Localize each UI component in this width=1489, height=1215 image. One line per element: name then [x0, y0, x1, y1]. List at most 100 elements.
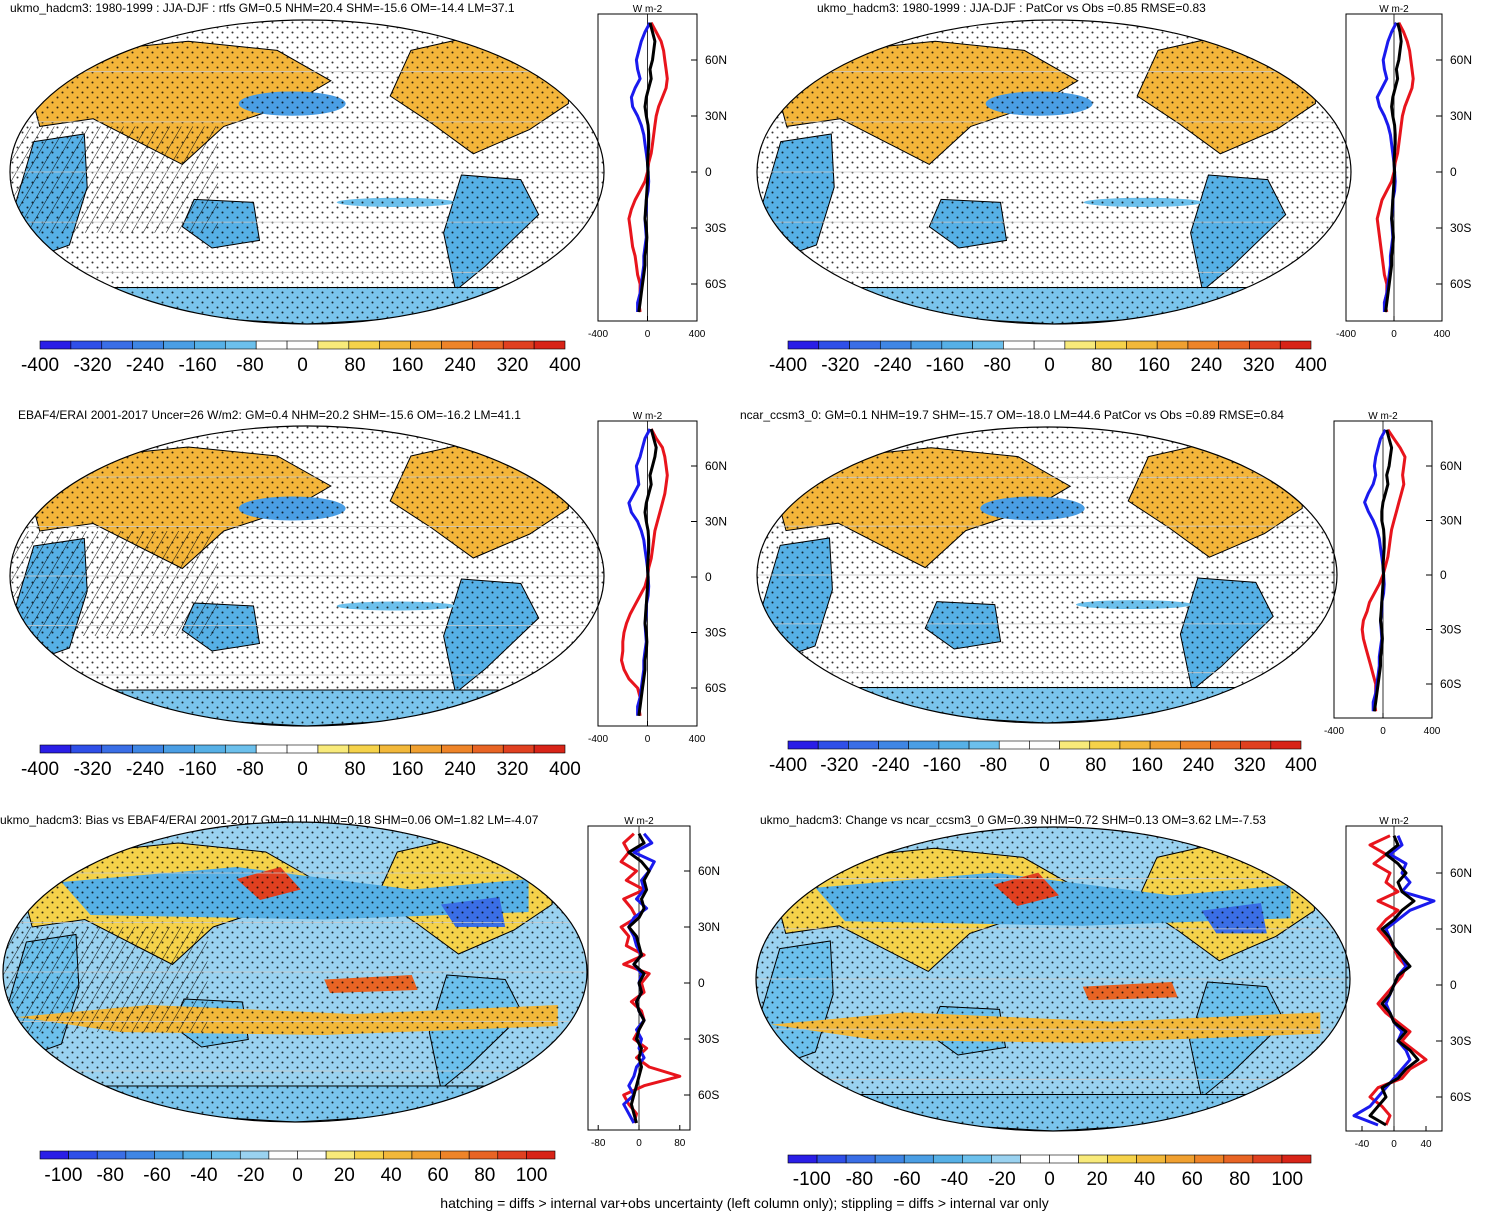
colorbar-swatch	[1003, 340, 1035, 350]
colorbar-swatch	[998, 740, 1030, 750]
colorbar-label: -60	[893, 1169, 920, 1190]
colorbar-label: 0	[1044, 355, 1055, 376]
colorbar-label: -240	[872, 755, 910, 776]
profile-unit: W m-2	[1379, 816, 1409, 827]
colorbar-swatch	[297, 1150, 327, 1160]
profile-unit: W m-2	[633, 4, 663, 15]
colorbar-label: -400	[21, 759, 59, 780]
panel-5: ukmo_hadcm3: Bias vs EBAF4/ERAI 2001-201…	[0, 813, 720, 1186]
colorbar-swatch	[1020, 1154, 1050, 1164]
colorbar-swatch	[878, 740, 910, 750]
colorbar-label: -60	[143, 1165, 170, 1186]
profile-line-black	[1384, 22, 1403, 313]
colorbar-swatch	[325, 1150, 356, 1160]
colorbar-swatch	[1240, 740, 1272, 750]
colorbar-label: 160	[392, 759, 424, 780]
colorbar-label: -20	[988, 1169, 1015, 1190]
profile-ytick-label: 60S	[698, 1088, 719, 1102]
colorbar-label: 80	[1091, 355, 1112, 376]
profile-ytick-label: 0	[705, 165, 712, 179]
colorbar-label: 80	[1085, 755, 1106, 776]
colorbar-swatch	[410, 340, 442, 350]
profile-line-black	[1372, 429, 1394, 712]
colorbar-swatch	[255, 744, 288, 754]
colorbar-label: 0	[1044, 1169, 1055, 1190]
colorbar-label: -160	[926, 355, 964, 376]
colorbar-swatch	[68, 1150, 98, 1160]
colorbar-swatch	[526, 1150, 556, 1160]
map	[757, 20, 1351, 324]
colorbar-swatch	[468, 1150, 499, 1160]
profile-xtick-label: 0	[636, 1138, 642, 1149]
colorbar-swatch	[991, 1154, 1021, 1164]
map-outline	[755, 826, 1351, 1132]
colorbar-label: -240	[126, 355, 164, 376]
colorbar-swatch	[941, 340, 973, 350]
profile-xtick-label: 0	[1391, 1139, 1397, 1150]
colorbar-swatch	[787, 340, 820, 350]
profile-xtick-label: 0	[645, 734, 651, 745]
colorbar-swatch	[1059, 740, 1091, 750]
profile-xtick-label: 80	[674, 1138, 686, 1149]
colorbar-label: -400	[769, 755, 807, 776]
hatching	[10, 126, 218, 233]
colorbar-label: -320	[73, 759, 111, 780]
colorbar-swatch	[849, 340, 881, 350]
profile-xtick-label: -400	[588, 329, 608, 340]
colorbar-label: -80	[96, 1165, 123, 1186]
colorbar-swatch	[182, 1150, 212, 1160]
colorbar-swatch	[472, 744, 504, 754]
colorbar-label: 240	[444, 759, 476, 780]
colorbar-label: 400	[549, 355, 581, 376]
colorbar-swatch	[932, 1154, 963, 1164]
profile-ytick-label: 30N	[705, 515, 727, 529]
colorbar-swatch	[848, 740, 879, 750]
colorbar-swatch	[224, 744, 257, 754]
colorbar-swatch	[239, 1150, 270, 1160]
colorbar-label: -80	[983, 355, 1010, 376]
colorbar-swatch	[1270, 740, 1302, 750]
colorbar-swatch	[194, 340, 226, 350]
colorbar-swatch	[818, 340, 850, 350]
colorbar-swatch	[286, 744, 319, 754]
profile-ytick-label: 0	[698, 976, 705, 990]
colorbar-label: 100	[516, 1165, 548, 1186]
colorbar-swatch	[1136, 1154, 1167, 1164]
colorbar-label: 100	[1271, 1169, 1303, 1190]
map	[3, 822, 587, 1122]
colorbar-label: -80	[236, 355, 263, 376]
colorbar-swatch	[411, 1150, 441, 1160]
colorbar-swatch	[39, 744, 72, 754]
colorbar-swatch	[1064, 340, 1096, 350]
profile-ytick-label: 0	[1440, 568, 1447, 582]
colorbar-swatch	[1033, 340, 1066, 350]
profile-ytick-label: 30N	[705, 109, 727, 123]
profile-xtick-label: 400	[689, 734, 706, 745]
colorbar-label: -400	[21, 355, 59, 376]
colorbar-swatch	[1119, 740, 1151, 750]
colorbar-label: 0	[292, 1165, 303, 1186]
profile-xtick-label: -400	[588, 734, 608, 745]
colorbar-swatch	[348, 340, 381, 350]
colorbar-label: 160	[392, 355, 424, 376]
panel-title: EBAF4/ERAI 2001-2017 Uncer=26 W/m2: GM=0…	[18, 408, 521, 422]
colorbar-swatch	[817, 740, 849, 750]
hatching	[10, 531, 218, 636]
colorbar-swatch	[903, 1154, 934, 1164]
colorbar-label: 0	[1039, 755, 1050, 776]
colorbar-label: -40	[190, 1165, 217, 1186]
colorbar-swatch	[194, 744, 226, 754]
colorbar-swatch	[70, 744, 103, 754]
colorbar-swatch	[441, 744, 473, 754]
profile-ytick-label: 30S	[698, 1032, 719, 1046]
colorbar-label: 400	[549, 759, 581, 780]
map	[10, 426, 604, 726]
colorbar-swatch	[1279, 340, 1312, 350]
colorbar-swatch	[410, 744, 442, 754]
colorbar-swatch	[317, 744, 350, 754]
colorbar-label: 20	[334, 1165, 355, 1186]
profile-unit: W m-2	[633, 411, 663, 422]
colorbar-label: 0	[297, 759, 308, 780]
colorbar-label: 320	[1234, 755, 1266, 776]
colorbar-label: 60	[427, 1165, 448, 1186]
